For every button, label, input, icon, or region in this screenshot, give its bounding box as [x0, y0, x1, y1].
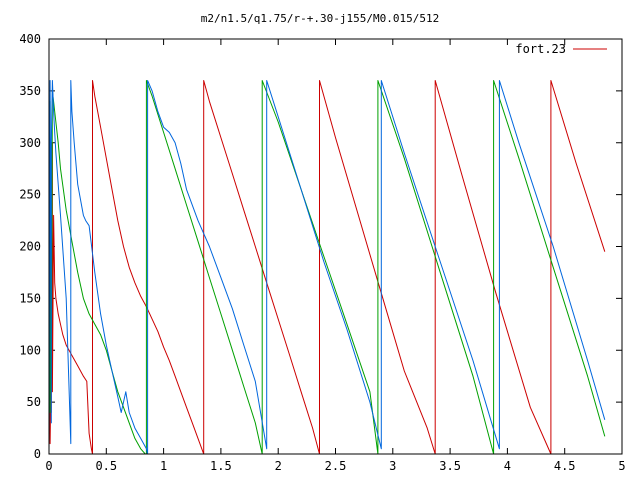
x-tick-label: 4: [504, 459, 511, 473]
x-tick-label: 1: [160, 459, 167, 473]
plot-frame: [48, 38, 623, 455]
y-tick-label: 0: [34, 447, 41, 461]
y-tick-label: 400: [19, 32, 41, 46]
y-tick-label: 100: [19, 343, 41, 357]
axis-ticks: 0 0.5 1 1.5 2 2.5 3 3.5 4 4.5 50501001502002503003…: [19, 32, 625, 473]
legend: fort.23: [515, 42, 607, 56]
x-tick-label: 1.5: [210, 459, 232, 473]
y-tick-label: 350: [19, 84, 41, 98]
legend-label: fort.23: [515, 42, 566, 56]
y-tick-label: 250: [19, 188, 41, 202]
x-tick-label: 0.5: [95, 459, 117, 473]
series-line-1: [48, 80, 606, 455]
series-line-2: [48, 80, 606, 455]
y-tick-label: 200: [19, 240, 41, 254]
x-tick-label: 2.5: [325, 459, 347, 473]
y-tick-label: 150: [19, 291, 41, 305]
x-tick-label: 4.5: [554, 459, 576, 473]
y-tick-label: 50: [27, 395, 41, 409]
x-tick-label: 2: [275, 459, 282, 473]
x-tick-label: 0: [45, 459, 52, 473]
x-tick-label: 3.5: [439, 459, 461, 473]
x-tick-label: 5: [618, 459, 625, 473]
chart-title: m2/n1.5/q1.75/r-+.30-j155/M0.015/512: [201, 12, 439, 25]
series-line-3: [48, 80, 606, 455]
x-tick-label: 3: [389, 459, 396, 473]
series-group: [48, 80, 606, 455]
y-tick-label: 300: [19, 136, 41, 150]
